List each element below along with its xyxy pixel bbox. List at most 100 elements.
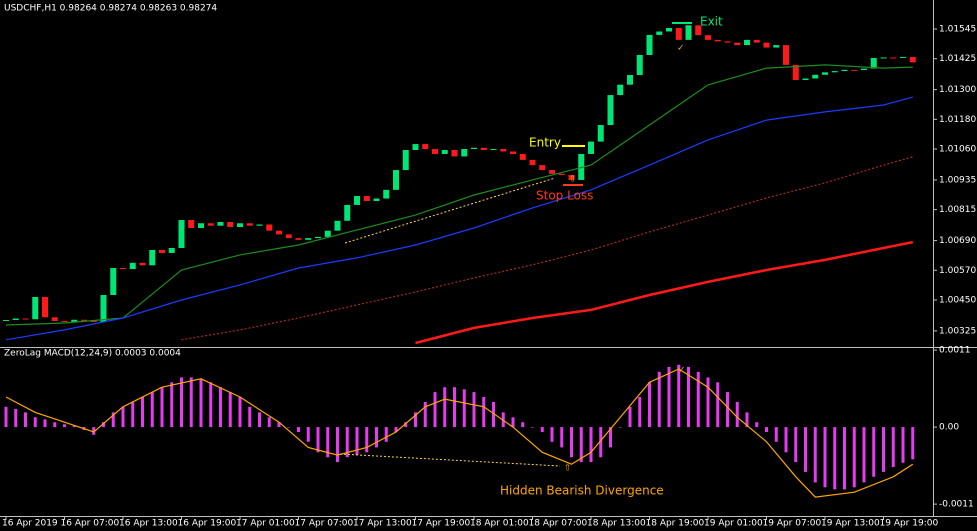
- x-tick-label: 16 Apr 13:00: [119, 519, 178, 529]
- histogram-bar: [131, 401, 135, 428]
- candle: [870, 57, 877, 69]
- histogram-bar: [823, 427, 827, 488]
- candle: [354, 196, 360, 205]
- candle: [597, 125, 604, 142]
- histogram-bar: [150, 392, 154, 428]
- candle: [763, 42, 770, 48]
- candle: [432, 149, 438, 154]
- x-tick-label: 19 Apr 19:00: [880, 519, 939, 529]
- histogram-bar: [726, 392, 729, 428]
- x-tick-label: 18 Apr 01:00: [470, 519, 529, 529]
- histogram-bar: [24, 412, 27, 428]
- candle: [344, 204, 351, 221]
- candle: [607, 95, 614, 126]
- candle: [646, 34, 653, 55]
- candle: [549, 170, 555, 174]
- histogram-bar: [677, 364, 681, 428]
- y-tick-label: 1.00935: [939, 175, 976, 185]
- histogram-bar: [765, 427, 768, 432]
- candle: [3, 320, 9, 322]
- y-tick-label: 1.01180: [939, 115, 976, 125]
- histogram-bar: [872, 427, 876, 477]
- candle: [558, 173, 565, 175]
- histogram-bar: [33, 417, 37, 428]
- stop-loss-label: Stop Loss: [536, 189, 593, 203]
- histogram-bar: [53, 422, 57, 428]
- x-tick-label: 19 Apr 13:00: [821, 519, 880, 529]
- exit-label: Exit: [700, 15, 723, 29]
- candle: [120, 268, 126, 270]
- candle: [519, 153, 526, 160]
- candle: [246, 223, 253, 226]
- candle: [324, 230, 331, 237]
- x-tick-label: 16 Apr 07:00: [61, 519, 120, 529]
- histogram-bar: [462, 389, 466, 428]
- candle: [510, 151, 516, 154]
- histogram-bar: [355, 427, 359, 456]
- candle: [12, 318, 19, 321]
- candle: [471, 147, 477, 150]
- candle: [217, 222, 224, 226]
- histogram-bar: [180, 377, 183, 428]
- y-tick-label: 1.00325: [939, 326, 976, 336]
- histogram-bar: [228, 392, 232, 428]
- y-tick-label: 1.00570: [939, 266, 976, 276]
- histogram-bar: [521, 422, 525, 428]
- candle: [714, 39, 721, 42]
- histogram-bar: [804, 427, 807, 472]
- candle: [636, 54, 643, 76]
- entry-arrow: ⇧: [569, 175, 577, 185]
- indicator-line: [5, 96, 913, 341]
- candle: [276, 230, 282, 235]
- histogram-bar: [657, 371, 661, 428]
- histogram-bar: [102, 422, 105, 428]
- y-tick-label: 0.00: [939, 423, 959, 433]
- candle: [422, 144, 429, 150]
- histogram-bar: [891, 427, 895, 467]
- x-tick-label: 19 Apr 01:00: [704, 519, 763, 529]
- x-tick-label: 19 Apr 07:00: [763, 519, 822, 529]
- histogram-bar: [306, 427, 310, 442]
- histogram-bar: [833, 427, 837, 490]
- y-tick-label: 1.00815: [939, 205, 976, 215]
- macd-arrow: ⇧: [564, 464, 572, 474]
- candle: [315, 236, 321, 239]
- x-tick-label: 18 Apr 07:00: [529, 519, 588, 529]
- x-tick-label: 16 Apr 2019: [2, 519, 58, 529]
- histogram-bar: [696, 371, 700, 428]
- histogram-bar: [687, 366, 690, 428]
- x-tick-label: 18 Apr 13:00: [587, 519, 646, 529]
- candle: [841, 69, 848, 72]
- histogram-bar: [706, 377, 710, 428]
- candle: [861, 68, 867, 71]
- histogram-bar: [716, 382, 720, 428]
- histogram-bar: [550, 427, 554, 442]
- chart-title: USDCHF,H1 0.98264 0.98274 0.98263 0.9827…: [4, 4, 217, 14]
- histogram-bar: [287, 427, 291, 428]
- candle: [441, 150, 448, 154]
- candle: [500, 149, 507, 152]
- y-tick-label: 0.0011: [939, 346, 971, 356]
- indicator-line: [415, 240, 914, 345]
- histogram-bar: [394, 427, 398, 432]
- divergence-label: Hidden Bearish Divergence: [500, 484, 664, 498]
- candle: [695, 25, 702, 36]
- histogram-bar: [745, 412, 749, 428]
- candle: [792, 64, 799, 80]
- candle: [880, 57, 887, 59]
- y-tick-label: 1.01300: [939, 85, 976, 95]
- y-tick-label: 1.01545: [939, 25, 976, 35]
- histogram-bar: [92, 427, 96, 435]
- histogram-bar: [375, 427, 378, 448]
- candle: [110, 268, 117, 296]
- candle: [42, 296, 48, 318]
- histogram-bar: [111, 412, 115, 428]
- histogram-bar: [599, 427, 603, 458]
- histogram-bar: [648, 382, 651, 428]
- candle: [831, 71, 838, 73]
- y-tick-label: 1.01060: [939, 145, 976, 155]
- candle: [159, 249, 165, 253]
- candle: [480, 147, 487, 151]
- histogram-bar: [901, 427, 905, 463]
